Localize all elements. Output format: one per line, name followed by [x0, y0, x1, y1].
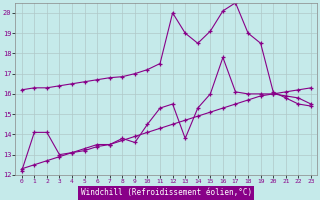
X-axis label: Windchill (Refroidissement éolien,°C): Windchill (Refroidissement éolien,°C)	[81, 188, 252, 197]
